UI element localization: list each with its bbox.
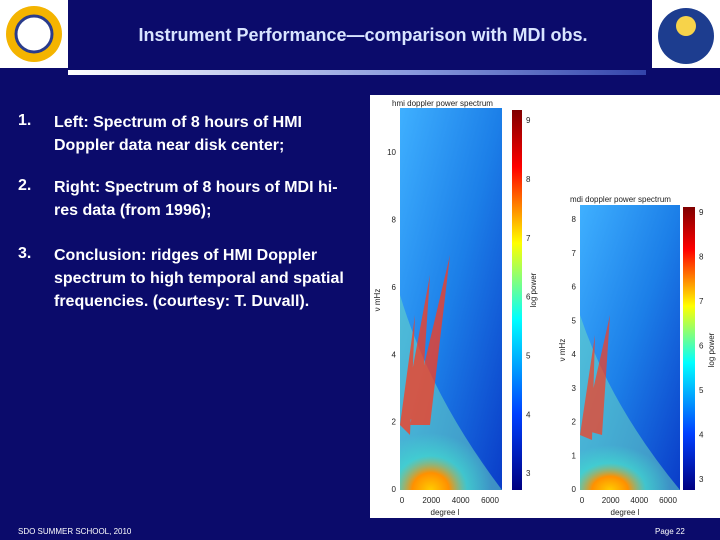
y-tick-label: 6: [572, 283, 577, 292]
x-tick-label: 6000: [481, 496, 499, 505]
item-number: 2.: [18, 177, 32, 194]
footer-right: Page 22: [655, 527, 685, 536]
nasa-logo: [652, 0, 720, 68]
colorbar-tick-label: 6: [526, 293, 531, 302]
colorbar-tick-label: 3: [699, 475, 704, 484]
y-tick-label: 4: [572, 350, 577, 359]
figure-title: mdi doppler power spectrum: [570, 195, 671, 204]
colorbar-tick-label: 4: [526, 410, 531, 419]
colorbar-tick-label: 3: [526, 469, 531, 478]
item-text: Right: Spectrum of 8 hours of MDI hi-res…: [54, 179, 338, 219]
colorbar: [512, 110, 522, 490]
y-label: ν mHz: [373, 289, 382, 312]
colorbar-tick-label: 8: [526, 175, 531, 184]
y-tick-label: 0: [392, 485, 397, 494]
colorbar-label: log power: [529, 272, 538, 307]
figure-panel: hmi doppler power spectrum degree l ν mH…: [370, 95, 720, 518]
item-text: Conclusion: ridges of HMI Doppler spectr…: [54, 247, 344, 310]
x-tick-label: 0: [580, 496, 585, 505]
figure-title: hmi doppler power spectrum: [392, 99, 493, 108]
item-number: 3.: [18, 245, 32, 262]
title-rule: [68, 70, 646, 75]
slide-title: Instrument Performance—comparison with M…: [138, 25, 588, 45]
colorbar-tick-label: 5: [699, 386, 704, 395]
x-tick-label: 2000: [422, 496, 440, 505]
colorbar-tick-label: 6: [699, 342, 704, 351]
y-tick-label: 2: [572, 418, 577, 427]
y-tick-label: 0: [572, 485, 577, 494]
footer-left: SDO SUMMER SCHOOL, 2010: [18, 527, 132, 536]
x-tick-label: 0: [400, 496, 405, 505]
colorbar-tick-label: 7: [526, 234, 531, 243]
x-label: degree l: [611, 508, 640, 517]
y-tick-label: 6: [392, 283, 397, 292]
colorbar-tick-label: 5: [526, 351, 531, 360]
y-tick-label: 10: [387, 148, 396, 157]
x-tick-label: 4000: [452, 496, 470, 505]
x-label: degree l: [431, 508, 460, 517]
item-number: 1.: [18, 112, 32, 129]
hmi-logo: [0, 0, 68, 68]
colorbar-tick-label: 9: [699, 208, 704, 217]
colorbar-label: log power: [707, 332, 716, 367]
y-tick-label: 1: [572, 451, 577, 460]
y-tick-label: 8: [392, 216, 397, 225]
y-tick-label: 7: [572, 249, 577, 258]
item-text: Left: Spectrum of 8 hours of HMI Doppler…: [54, 114, 302, 154]
y-tick-label: 2: [392, 418, 397, 427]
x-tick-label: 6000: [659, 496, 677, 505]
y-tick-label: 5: [572, 316, 577, 325]
colorbar-tick-label: 7: [699, 297, 704, 306]
colorbar-tick-label: 8: [699, 253, 704, 262]
y-label: ν mHz: [558, 339, 567, 362]
x-tick-label: 2000: [602, 496, 620, 505]
y-tick-label: 3: [572, 384, 577, 393]
colorbar-tick-label: 9: [526, 116, 531, 125]
colorbar-tick-label: 4: [699, 431, 704, 440]
colorbar: [683, 207, 695, 490]
y-tick-label: 8: [572, 215, 577, 224]
y-tick-label: 4: [392, 350, 397, 359]
x-tick-label: 4000: [630, 496, 648, 505]
